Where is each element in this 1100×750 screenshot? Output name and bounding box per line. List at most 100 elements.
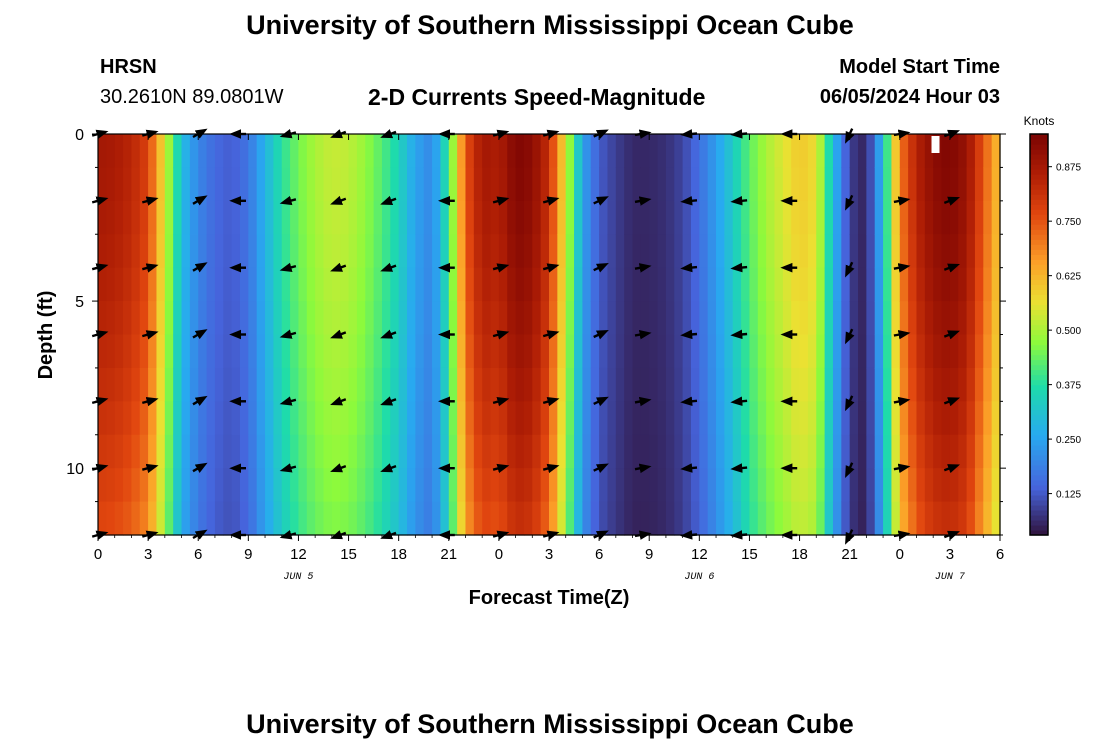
heatmap-cell [482, 134, 492, 169]
heatmap-cell [490, 434, 500, 469]
heatmap-cell [582, 200, 592, 235]
heatmap-cell [974, 200, 984, 235]
heatmap-cell [281, 200, 291, 235]
heatmap-cell [306, 234, 316, 269]
heatmap-cell [933, 401, 943, 436]
heatmap-cell [924, 501, 934, 536]
heatmap-cell [214, 167, 224, 202]
current-vector [593, 263, 609, 273]
heatmap-cell [891, 401, 901, 436]
heatmap-cell [574, 434, 584, 469]
current-vector [542, 463, 560, 474]
heatmap-cell [214, 501, 224, 536]
heatmap-cell [941, 267, 951, 302]
heatmap-cell [315, 401, 325, 436]
heatmap-cell [148, 234, 158, 269]
heatmap-cell [807, 134, 817, 169]
heatmap-cell [908, 267, 918, 302]
heatmap-cell [858, 468, 867, 503]
colorbar-swatch [1030, 499, 1048, 506]
heatmap-cell [574, 267, 584, 302]
colorbar-swatch [1030, 329, 1048, 336]
colorbar-swatch [1030, 384, 1048, 391]
heatmap-cell [148, 434, 158, 469]
heatmap-cell [181, 167, 191, 202]
heatmap-cell [590, 468, 600, 503]
heatmap-cell [248, 367, 258, 402]
x-tick-label: 6 [194, 546, 202, 563]
heatmap-cell [440, 301, 450, 336]
current-vector [730, 329, 748, 340]
heatmap-cell [849, 267, 859, 302]
heatmap-cell [716, 267, 725, 302]
heatmap-cell [164, 267, 174, 302]
heatmap-cell [415, 234, 425, 269]
heatmap-cell [707, 401, 717, 436]
heatmap-cell [507, 200, 517, 235]
heatmap-cell [966, 334, 976, 369]
heatmap-cell [381, 434, 391, 469]
heatmap-cell [690, 434, 700, 469]
heatmap-cell [599, 367, 609, 402]
heatmap-cell [933, 200, 943, 235]
heatmap-cell [298, 367, 308, 402]
heatmap-cell [716, 134, 725, 169]
current-vector [893, 196, 911, 206]
heatmap-cell [114, 200, 124, 235]
heatmap-cell [724, 434, 734, 469]
heatmap-cell [273, 501, 283, 536]
heatmap-cell [265, 434, 274, 469]
heatmap-cell [465, 234, 475, 269]
heatmap-cell [624, 367, 634, 402]
heatmap-cell [248, 200, 258, 235]
heatmap-cell [590, 200, 600, 235]
heatmap-cell [290, 200, 300, 235]
heatmap-cell [883, 401, 893, 436]
heatmap-cell [883, 501, 893, 536]
heatmap-cell [782, 434, 792, 469]
heatmap-cell [674, 200, 684, 235]
heatmap-cell [949, 234, 959, 269]
heatmap-cell [189, 167, 199, 202]
heatmap-cell [807, 301, 817, 336]
heatmap-cell [331, 301, 341, 336]
heatmap-cell [198, 334, 208, 369]
heatmap-cell [106, 167, 116, 202]
heatmap-cell [774, 167, 784, 202]
heatmap-cell [189, 501, 199, 536]
heatmap-cell [407, 234, 416, 269]
heatmap-cell [966, 134, 976, 169]
heatmap-cell [231, 267, 241, 302]
heatmap-cell [615, 468, 625, 503]
station-name: HRSN [100, 56, 157, 78]
current-vector [845, 328, 855, 345]
heatmap-cell [457, 234, 467, 269]
heatmap-cell [974, 234, 984, 269]
heatmap-cell [665, 167, 675, 202]
current-vector [492, 263, 510, 273]
footer-title: University of Southern Mississippi Ocean… [246, 709, 854, 739]
chart-title: University of Southern Mississippi Ocean… [246, 10, 854, 40]
heatmap-cell [649, 434, 659, 469]
heatmap-cell [707, 301, 717, 336]
heatmap-cell [774, 501, 784, 536]
heatmap-cell [540, 334, 550, 369]
heatmap-cell [974, 434, 984, 469]
heatmap-cell [298, 301, 308, 336]
heatmap-cell [557, 134, 567, 169]
heatmap-cell [933, 301, 943, 336]
heatmap-cell [265, 401, 274, 436]
heatmap-cell [265, 301, 274, 336]
heatmap-cell [682, 234, 692, 269]
heatmap-cell [131, 167, 141, 202]
heatmap-cell [148, 301, 158, 336]
heatmap-cell [549, 301, 558, 336]
heatmap-cell [732, 501, 742, 536]
heatmap-cell [331, 501, 341, 536]
heatmap-cell [482, 334, 492, 369]
heatmap-cell [849, 434, 859, 469]
colorbar-swatch [1030, 399, 1048, 406]
current-vector [279, 195, 297, 206]
heatmap-cell [632, 434, 642, 469]
heatmap-cell [239, 334, 249, 369]
